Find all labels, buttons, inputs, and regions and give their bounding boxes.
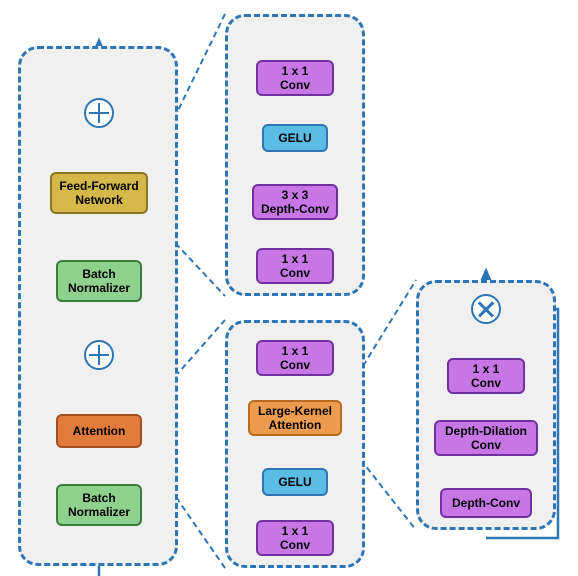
block-attn: Attention [56,414,142,448]
block-m2_gelu: GELU [262,468,328,496]
block-ffn: Feed-ForwardNetwork [50,172,148,214]
block-m1_dconv: 3 x 3Depth-Conv [252,184,338,220]
block-bn1: BatchNormalizer [56,484,142,526]
op-mul-icon [471,294,501,324]
op-add2-icon [84,98,114,128]
op-add1-icon [84,340,114,370]
block-r_ddconv: Depth-DilationConv [434,420,538,456]
block-m1_conv2: 1 x 1Conv [256,60,334,96]
block-r_dconv: Depth-Conv [440,488,532,518]
block-m2_lka: Large-KernelAttention [248,400,342,436]
block-m1_conv1: 1 x 1Conv [256,248,334,284]
block-m2_conv1: 1 x 1Conv [256,520,334,556]
block-m2_conv2: 1 x 1Conv [256,340,334,376]
block-bn2: BatchNormalizer [56,260,142,302]
block-r_conv: 1 x 1Conv [447,358,525,394]
block-m1_gelu: GELU [262,124,328,152]
